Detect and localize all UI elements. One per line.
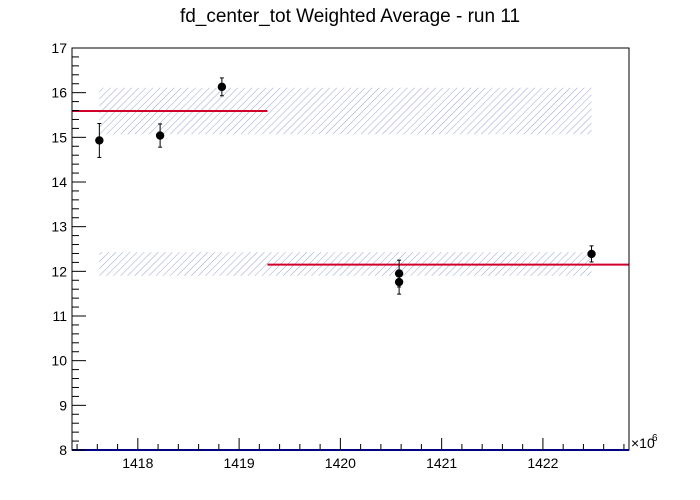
data-point-3 xyxy=(217,77,227,97)
x-tick-label: 1418 xyxy=(122,455,153,471)
y-tick-label: 16 xyxy=(51,85,67,101)
averages-layer xyxy=(72,109,629,266)
data-marker xyxy=(155,131,165,140)
data-marker xyxy=(95,136,104,145)
x-tick-label: 1422 xyxy=(527,455,558,471)
x-multiplier-label: ×10 xyxy=(631,435,655,451)
y-tick-label: 9 xyxy=(59,397,67,413)
y-tick-label: 10 xyxy=(51,353,67,369)
y-tick-label: 8 xyxy=(59,442,67,458)
y-tick-label: 11 xyxy=(52,308,67,324)
x-tick-label: 1421 xyxy=(426,455,457,471)
y-tick-label: 13 xyxy=(51,219,67,235)
data-marker xyxy=(394,277,404,287)
data-point-1 xyxy=(95,122,104,158)
axes: 8 9 10 11 12 13 14 15 16 17 1418 1419 1420 1421 1422 xyxy=(51,40,629,471)
data-point-5 xyxy=(394,269,404,295)
data-point-2 xyxy=(155,123,165,148)
data-marker xyxy=(587,249,596,259)
y-tick-label: 12 xyxy=(51,263,67,279)
x-multiplier-exponent: 6 xyxy=(652,433,658,444)
y-tick-label: 17 xyxy=(51,40,67,56)
x-tick-label: 1420 xyxy=(325,455,356,471)
bands-layer xyxy=(99,87,592,276)
y-tick-label: 15 xyxy=(51,129,67,145)
data-points xyxy=(95,77,596,295)
y-tick-label: 14 xyxy=(51,174,67,190)
data-marker xyxy=(217,82,227,92)
x-tick-label: 1419 xyxy=(224,455,255,471)
data-point-6 xyxy=(587,245,596,263)
chart-title: fd_center_tot Weighted Average - run 11 xyxy=(180,6,520,27)
